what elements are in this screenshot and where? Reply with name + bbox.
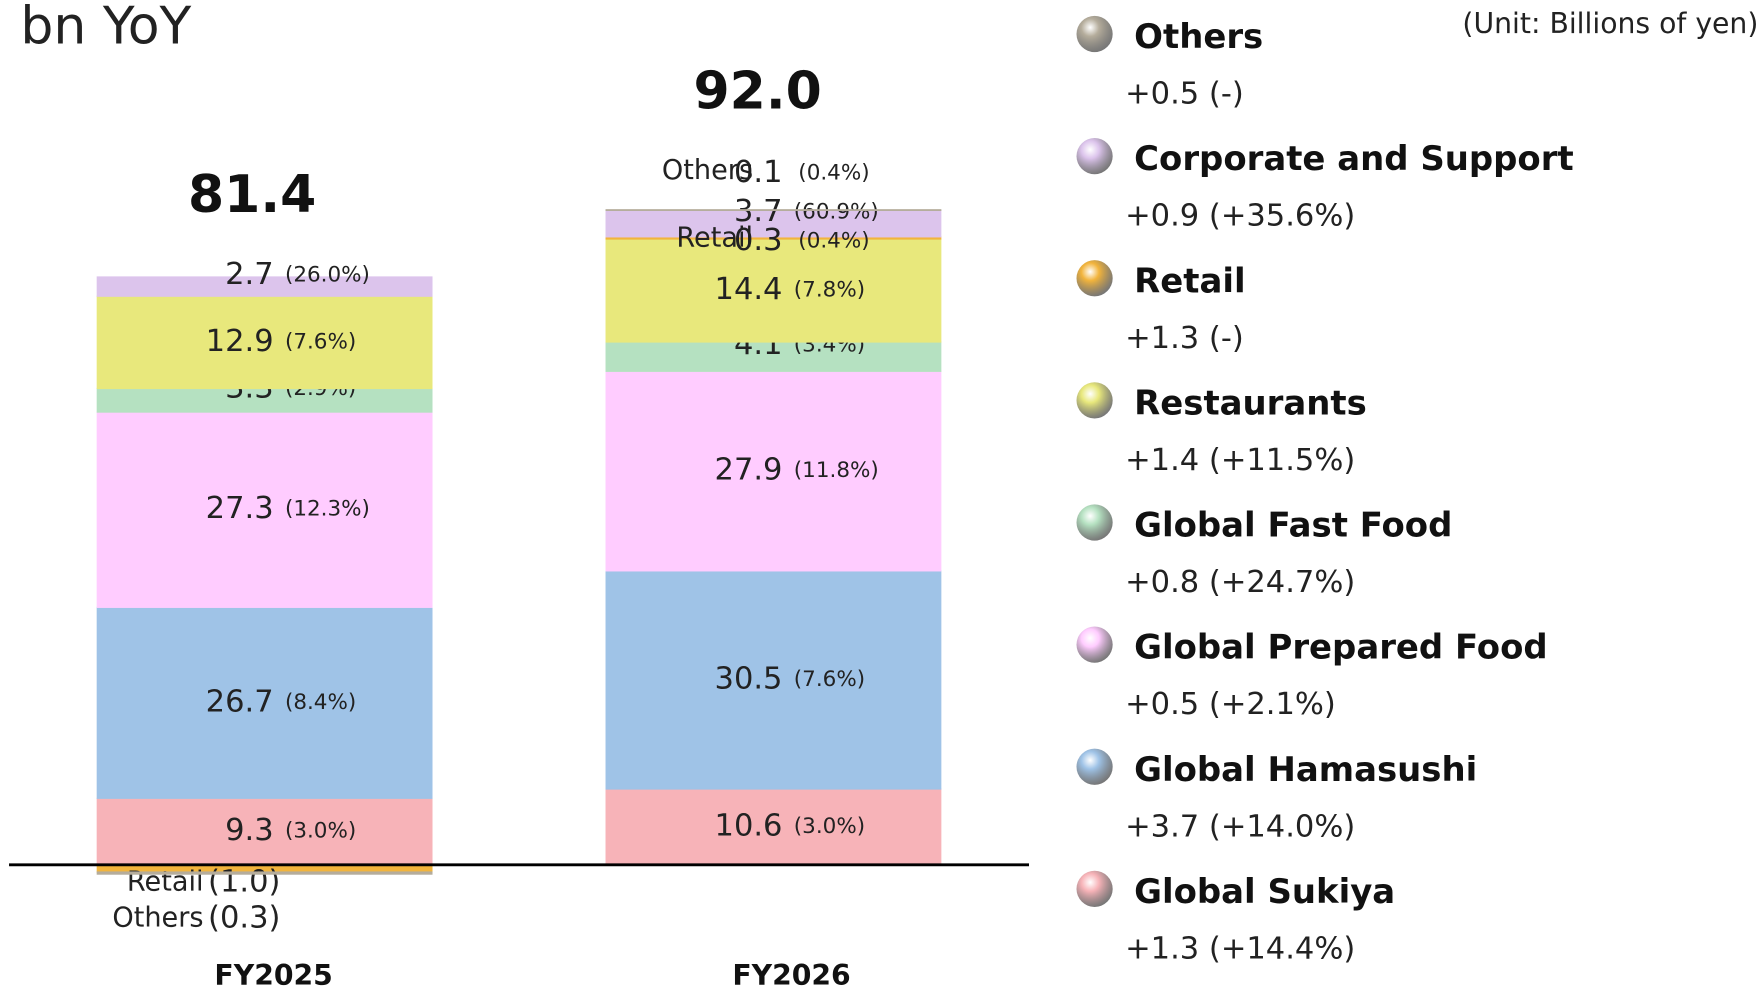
margin-label: (8.4%) — [285, 690, 356, 715]
bar-segment — [605, 238, 942, 343]
legend-marker — [1076, 15, 1113, 53]
legend-label: Restaurants — [1134, 383, 1367, 422]
margin-label: (3.0%) — [285, 819, 356, 844]
legend-marker — [1076, 504, 1113, 541]
legend-marker — [1076, 626, 1113, 663]
series-name-label: Retail — [676, 223, 753, 254]
margin-label: (3.0%) — [794, 814, 865, 839]
legend-label: Retail — [1134, 261, 1245, 300]
margin-label: (0.4%) — [798, 228, 869, 253]
legend-label: Corporate and Support — [1134, 139, 1574, 178]
bar-segment — [96, 797, 433, 866]
legend-yoy: +1.3 (+14.4%) — [1125, 931, 1355, 966]
legend-label: Others — [1134, 17, 1263, 56]
legend-yoy: +3.7 (+14.0%) — [1125, 809, 1355, 844]
margin-label: (60.9%) — [794, 199, 879, 224]
legend-marker — [1076, 260, 1113, 297]
x-tick-label: FY2026 — [732, 959, 850, 992]
legend-label: Global Fast Food — [1134, 506, 1452, 545]
value-label: 27.9 — [715, 453, 783, 488]
bar-segment — [96, 276, 433, 297]
legend-marker — [1076, 870, 1113, 907]
x-tick-label: FY2025 — [214, 959, 332, 992]
unit-label: (Unit: Billions of yen) — [1462, 7, 1758, 40]
total-label: 92.0 — [693, 61, 821, 121]
value-label: (1.0) — [208, 864, 280, 899]
value-label: 12.9 — [206, 324, 274, 359]
bar-segment — [605, 370, 942, 572]
bar-segment — [96, 871, 433, 875]
legend-marker — [1076, 382, 1113, 419]
legend-label: Global Prepared Food — [1134, 628, 1547, 667]
margin-label: (11.8%) — [794, 458, 879, 483]
bar-segment — [605, 788, 942, 866]
total-label: 81.4 — [188, 165, 316, 225]
value-label: (0.3) — [208, 901, 280, 936]
bar-segment — [605, 209, 942, 211]
legend-marker — [1076, 138, 1113, 175]
value-label: 9.3 — [225, 813, 274, 848]
margin-label: (7.8%) — [794, 278, 865, 303]
value-label: 0.3 — [734, 223, 783, 258]
bar-segment — [605, 341, 942, 372]
value-label: 2.7 — [225, 257, 274, 292]
value-label: 14.4 — [715, 272, 783, 307]
value-label: 26.7 — [206, 684, 274, 719]
margin-label: (26.0%) — [285, 262, 370, 287]
legend-yoy: +1.4 (+11.5%) — [1125, 443, 1355, 478]
legend-label: Global Sukiya — [1134, 872, 1395, 911]
legend-yoy: +0.9 (+35.6%) — [1125, 199, 1355, 234]
value-label: 0.1 — [734, 155, 783, 190]
chart-title: bn YoY — [20, 0, 191, 56]
value-label: 10.6 — [715, 808, 783, 843]
value-label: 3.7 — [734, 194, 783, 229]
legend-yoy: +0.5 (+2.1%) — [1125, 687, 1336, 722]
legend-yoy: +0.8 (+24.7%) — [1125, 565, 1355, 600]
value-label: 27.3 — [206, 491, 274, 526]
series-name-label: Others — [662, 155, 753, 186]
margin-label: (7.6%) — [794, 667, 865, 692]
value-label: 30.5 — [715, 661, 783, 696]
bar-segment — [96, 606, 433, 799]
legend-yoy: +1.3 (-) — [1125, 321, 1244, 356]
bar-segment — [96, 295, 433, 390]
legend-marker — [1076, 748, 1113, 785]
margin-label: (12.3%) — [285, 497, 370, 522]
margin-label: (0.4%) — [798, 161, 869, 186]
margin-label: (7.6%) — [285, 329, 356, 354]
legend-yoy: +0.5 (-) — [1125, 77, 1244, 112]
series-name-label: Others — [112, 903, 203, 934]
legend-label: Global Hamasushi — [1134, 750, 1477, 789]
series-name-label: Retail — [127, 866, 204, 897]
bar-segment — [605, 570, 942, 790]
